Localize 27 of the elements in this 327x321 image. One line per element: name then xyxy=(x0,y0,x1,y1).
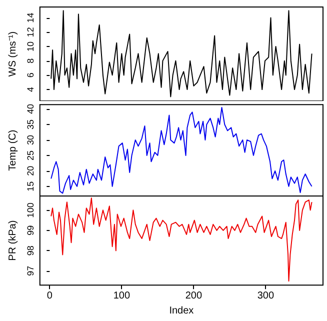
x-tick-label: 200 xyxy=(185,290,202,302)
y-tick-label: 14 xyxy=(25,12,36,23)
y-axis-title: WS (ms⁻¹) xyxy=(8,31,18,77)
y-axis-title: PR (kPa) xyxy=(8,220,18,261)
y-tick-label: 8 xyxy=(25,58,36,64)
line-series xyxy=(50,10,312,98)
y-tick-label: 100 xyxy=(25,202,36,218)
y-tick-label: 4 xyxy=(25,87,36,92)
y-tick-label: 97 xyxy=(25,266,36,276)
y-tick-label: 40 xyxy=(25,104,36,114)
y-tick-label: 10 xyxy=(25,41,36,52)
y-tick-label: 15 xyxy=(25,181,36,192)
y-tick-label: 12 xyxy=(25,27,36,38)
x-tick-label: 0 xyxy=(46,290,53,302)
y-axis-title: Temp (C) xyxy=(8,130,18,171)
x-tick-label: 100 xyxy=(113,290,130,302)
y-tick-label: 99 xyxy=(25,225,36,236)
y-tick-label: 20 xyxy=(25,166,36,176)
y-tick-label: 6 xyxy=(25,72,36,78)
y-tick-label: 30 xyxy=(25,134,36,145)
line-series xyxy=(50,198,312,282)
x-axis-title: Index xyxy=(169,306,194,316)
y-tick-label: 25 xyxy=(25,150,36,160)
x-tick-label: 300 xyxy=(257,290,274,302)
line-series xyxy=(50,106,312,194)
y-tick-label: 98 xyxy=(25,246,36,256)
y-tick-label: 35 xyxy=(25,119,36,130)
